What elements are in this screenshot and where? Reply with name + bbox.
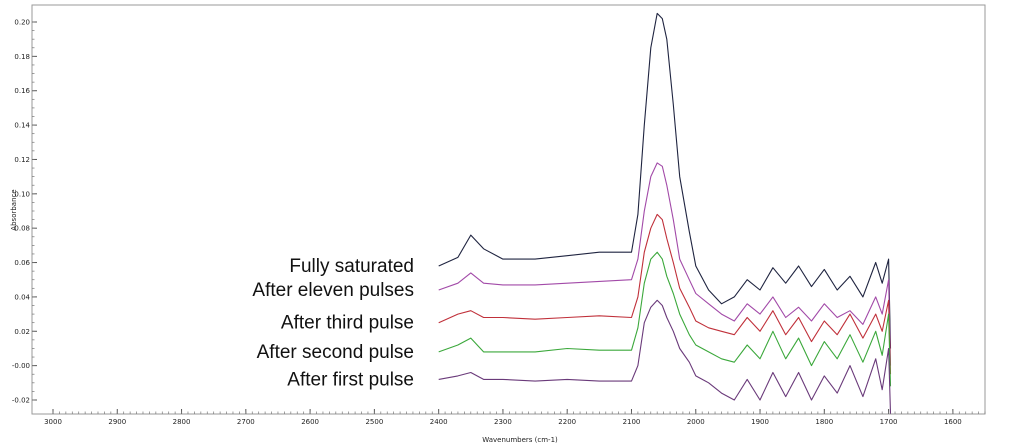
x-tick-label: 2700 [237,418,255,426]
y-tick-label: -0.00 [12,362,30,370]
x-tick-label: 1600 [944,418,962,426]
y-tick-label: 0.06 [14,259,30,267]
x-tick-label: 2400 [430,418,448,426]
y-tick-label: -0.02 [12,397,30,405]
x-tick-label: 2500 [365,418,383,426]
y-tick-label: 0.18 [14,53,30,61]
x-tick-label: 2800 [173,418,191,426]
x-tick-label: 1900 [751,418,769,426]
x-tick-label: 2600 [301,418,319,426]
series-label: After eleven pulses [252,280,414,301]
series-label: After third pulse [281,313,414,334]
series-line [438,299,892,414]
series-label: Fully saturated [289,256,414,277]
x-tick-label: 2900 [108,418,126,426]
plot-frame [31,4,986,415]
y-tick-label: 0.02 [14,328,30,336]
x-tick-label: 2100 [623,418,641,426]
y-axis-title: Absorbance [10,189,18,230]
x-tick-label: 1700 [880,418,898,426]
series-line [438,213,892,375]
y-tick-label: 0.14 [14,122,30,130]
series-label: After second pulse [257,342,414,363]
y-tick-label: 0.10 [14,190,30,198]
series-lines [438,12,892,414]
y-tick-label: 0.12 [14,156,30,164]
y-tick-label: 0.04 [14,293,30,301]
x-axis: 3000 2900 2800 2700 2600 2500 2400 2300 2200 2100… [44,409,986,426]
y-tick-label: 0.20 [14,19,30,27]
x-tick-label: 2200 [558,418,576,426]
y-axis: 0.20 0.18 0.16 0.14 0.12 0.10 0.08 0.06 0.04 0.02… [12,19,37,405]
series-line [438,251,892,387]
y-tick-label: 0.08 [14,225,30,233]
series-line [438,12,892,349]
x-tick-label: 1800 [815,418,833,426]
x-axis-title: Wavenumbers (cm-1) [482,436,558,444]
y-tick-label: 0.16 [14,87,30,95]
series-label: After first pulse [287,369,414,390]
x-tick-label: 2300 [494,418,512,426]
x-tick-label: 3000 [44,418,62,426]
x-tick-label: 2000 [687,418,705,426]
series-line [438,162,892,366]
series-labels: Fully saturated After eleven pulses After … [252,256,414,390]
